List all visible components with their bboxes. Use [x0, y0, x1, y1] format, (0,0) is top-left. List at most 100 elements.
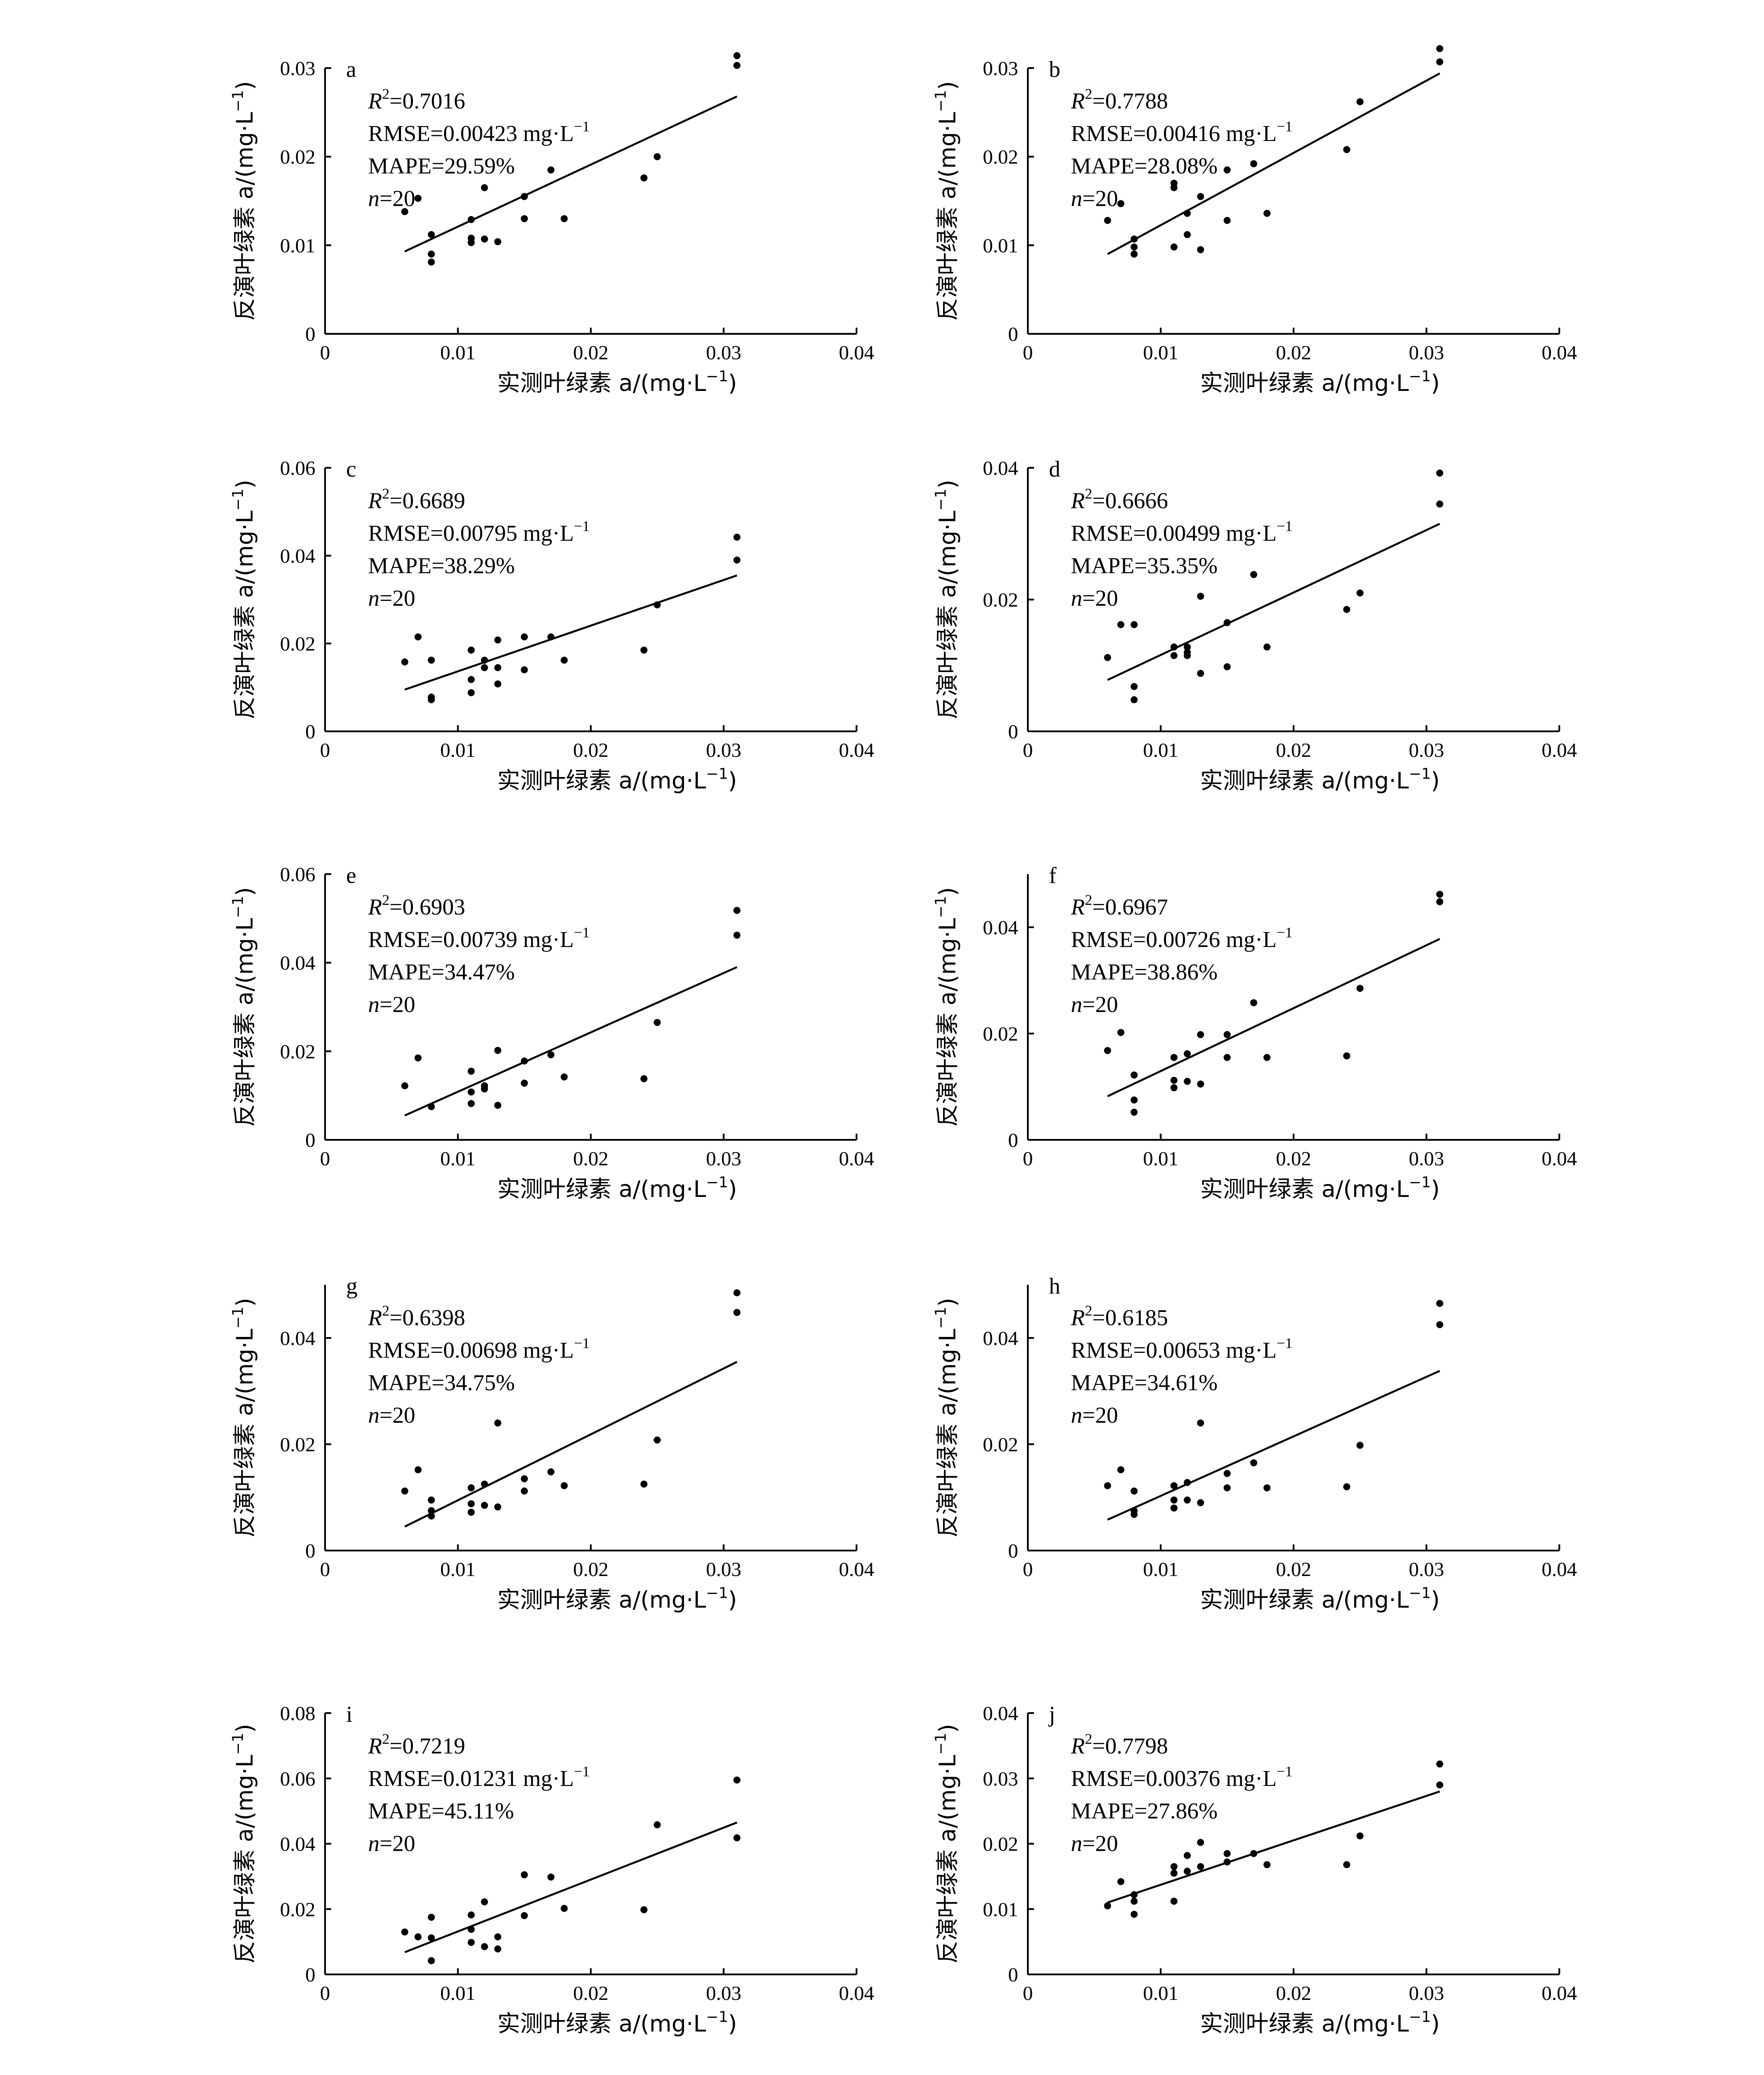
rmse-stat: RMSE=0.00698 mg·L−1: [368, 1335, 590, 1363]
n-value: =20: [380, 1831, 415, 1856]
data-point: [428, 1913, 435, 1921]
x-tick-label: 0.04: [839, 739, 875, 761]
r-squared-stat: R2=0.7016: [368, 86, 465, 114]
x-tick-label: 0.02: [1276, 1982, 1312, 2004]
r-symbol: R: [368, 1305, 382, 1330]
data-point: [1170, 243, 1178, 251]
data-point: [401, 208, 408, 215]
y-tick-label: 0: [305, 1540, 315, 1562]
y-axis-label: 反演叶绿素 a/(mg·L−1): [229, 1298, 258, 1538]
data-point: [1197, 1080, 1204, 1088]
data-point: [521, 215, 528, 222]
x-tick-label: 0.03: [706, 341, 741, 364]
y-tick-label: 0.02: [280, 1040, 316, 1063]
x-tick-label: 0: [1023, 739, 1033, 761]
x-tick-label: 0.02: [1276, 1147, 1312, 1170]
data-point: [1117, 200, 1124, 207]
data-point: [733, 1309, 741, 1316]
data-point: [1250, 1459, 1258, 1467]
x-axis-label-main: 实测叶绿素 a/(mg·L: [497, 370, 706, 397]
x-tick-label: 0.02: [573, 1147, 609, 1170]
data-point: [1184, 652, 1191, 659]
data-point: [494, 1419, 502, 1427]
data-point: [1356, 98, 1364, 105]
y-axis-label: 反演叶绿素 a/(mg·L−1): [229, 480, 258, 719]
y-axis-label-exponent: −1: [932, 488, 950, 510]
regression-line: [404, 1822, 737, 1953]
x-tick-label: 0.02: [1276, 341, 1312, 364]
n-value: =20: [1082, 1403, 1118, 1428]
y-tick-label: 0: [305, 323, 315, 345]
data-point: [1436, 1760, 1443, 1768]
y-tick-label: 0: [305, 1963, 315, 1986]
n-value: =20: [380, 186, 415, 211]
data-point: [1436, 58, 1443, 65]
panel-letter: a: [346, 57, 356, 82]
rmse-exponent: −1: [574, 119, 589, 135]
regression-line: [1107, 1370, 1440, 1521]
panel-letter: c: [346, 457, 356, 482]
data-point: [467, 1500, 475, 1507]
r-superscript: 2: [1085, 1731, 1092, 1747]
rmse-exponent: −1: [1276, 1764, 1292, 1780]
n-value: =20: [380, 586, 415, 611]
data-point: [1250, 160, 1258, 167]
x-tick-label: 0: [320, 739, 330, 761]
y-tick-label: 0.02: [280, 1898, 316, 1920]
x-tick-label: 0: [1023, 341, 1033, 364]
data-point: [428, 250, 435, 258]
rmse-stat: RMSE=0.00726 mg·L−1: [1071, 925, 1293, 952]
data-point: [654, 1019, 661, 1026]
y-axis-label-close: ): [232, 1724, 258, 1733]
data-point: [1131, 683, 1138, 690]
data-point: [1131, 1891, 1138, 1898]
y-tick-label: 0.02: [983, 146, 1019, 168]
rmse-exponent: −1: [1276, 1335, 1292, 1352]
panel-letter: f: [1049, 863, 1057, 888]
data-point: [1436, 898, 1443, 905]
y-tick-label: 0.04: [983, 916, 1019, 939]
data-point: [1343, 1861, 1350, 1869]
r-superscript: 2: [382, 486, 390, 502]
data-point: [1356, 985, 1364, 992]
regression-line: [404, 1361, 737, 1528]
data-point: [467, 1939, 475, 1946]
data-point: [1131, 696, 1138, 703]
data-point: [733, 61, 741, 69]
data-point: [481, 657, 488, 664]
x-axis-label-main: 实测叶绿素 a/(mg·L: [1200, 768, 1409, 794]
x-tick-label: 0: [320, 1982, 330, 2004]
data-point: [1170, 1482, 1178, 1489]
x-axis-label: 实测叶绿素 a/(mg·L−1): [497, 765, 737, 794]
data-point: [1223, 1484, 1231, 1492]
regression-line: [1107, 72, 1440, 255]
data-point: [521, 633, 528, 640]
panel-letter: i: [346, 1702, 352, 1727]
panel-f: 0 0.01 0.02 0.03 0.0400.020.04fR2=0.6967RMSE…: [932, 863, 1577, 1203]
panel-letter: g: [346, 1274, 358, 1299]
rmse-stat: RMSE=0.00795 mg·L−1: [368, 518, 590, 546]
regression-line: [404, 966, 737, 1117]
data-point: [1223, 1031, 1231, 1038]
data-point: [467, 676, 475, 683]
y-tick-label: 0: [1008, 323, 1018, 345]
x-tick-label: 0.03: [1409, 1982, 1444, 2004]
y-tick-label: 0.01: [280, 234, 316, 257]
x-axis-label-close: ): [1431, 2011, 1440, 2037]
n-stat: n=20: [368, 186, 415, 211]
data-point: [654, 1436, 661, 1444]
rmse-stat: RMSE=0.00653 mg·L−1: [1071, 1335, 1293, 1363]
r-superscript: 2: [382, 1731, 390, 1747]
rmse-stat: RMSE=0.00376 mg·L−1: [1071, 1764, 1293, 1791]
data-point: [1104, 217, 1111, 224]
y-axis-label: 反演叶绿素 a/(mg·L−1): [229, 1724, 258, 1964]
r-superscript: 2: [1085, 1303, 1092, 1319]
data-point: [521, 1475, 528, 1482]
data-point: [1104, 1902, 1111, 1909]
y-axis-label-exponent: −1: [229, 90, 247, 112]
data-point: [521, 1079, 528, 1087]
data-point: [640, 1906, 647, 1913]
y-axis-label-exponent: −1: [229, 1307, 247, 1329]
y-tick-label: 0.04: [983, 457, 1019, 479]
